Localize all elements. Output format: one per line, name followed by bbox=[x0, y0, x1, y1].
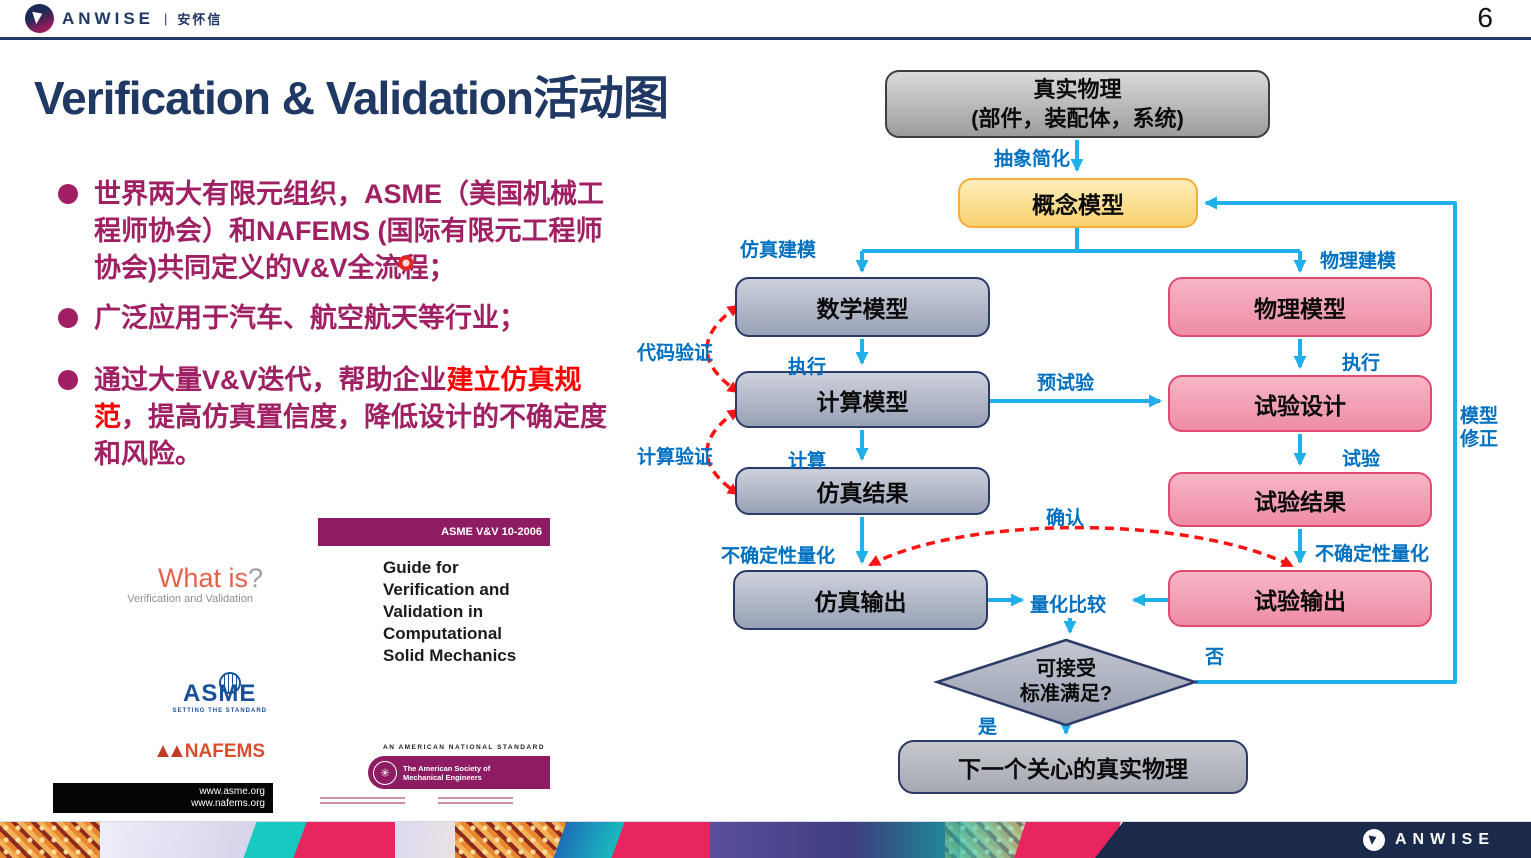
label-calculate: 计算 bbox=[788, 451, 827, 472]
book2-title-line: Solid Mechanics bbox=[383, 646, 517, 665]
decision-text: 可接受 标准满足? bbox=[1019, 658, 1113, 705]
asme-tagline: SETTING THE STANDARD bbox=[172, 708, 267, 714]
footer-brand-name: ANWISE bbox=[1395, 831, 1495, 848]
book2-code-banner: ASME V&V 10-2006 bbox=[318, 518, 550, 546]
header-divider bbox=[0, 37, 1531, 40]
label-execute-right: 执行 bbox=[1342, 353, 1381, 374]
book1-heading: What is? bbox=[157, 563, 263, 593]
footer-anwise-logo-icon bbox=[1363, 829, 1385, 851]
book2-title-line: Verification and bbox=[383, 580, 510, 599]
label-uq-left: 不确定性量化 bbox=[721, 546, 836, 567]
label-calc-verification: 计算验证 bbox=[637, 447, 714, 468]
label-no: 否 bbox=[1205, 647, 1225, 668]
asme-seal-icon: ✳ bbox=[373, 760, 397, 785]
node-real-physics: 真实物理 (部件，装配体，系统) bbox=[885, 70, 1270, 138]
book2-standard-label: AN AMERICAN NATIONAL STANDARD bbox=[383, 744, 546, 751]
node-concept-model: 概念模型 bbox=[958, 178, 1198, 228]
bullet-text: 通过大量V&V迭代，帮助企业 bbox=[94, 365, 447, 395]
book2-title-line: Guide for bbox=[383, 558, 459, 577]
label-sim-modeling: 仿真建模 bbox=[740, 240, 817, 261]
node-next-physics: 下一个关心的真实物理 bbox=[898, 740, 1248, 794]
footer-anwise-brand: ANWISE bbox=[1363, 822, 1495, 858]
node-test-output: 试验输出 bbox=[1168, 570, 1432, 627]
bullet-item-2: 广泛应用于汽车、航空航天等行业； bbox=[58, 300, 620, 337]
node-test-result: 试验结果 bbox=[1168, 472, 1432, 527]
bullet-item-3: 通过大量V&V迭代，帮助企业建立仿真规范，提高仿真置信度，降低设计的不确定度和风… bbox=[58, 362, 620, 473]
page-title: Verification & Validation活动图 bbox=[34, 72, 669, 124]
asme-wordmark: ASME bbox=[172, 672, 267, 708]
book2-society-text: The American Society of Mechanical Engin… bbox=[403, 763, 491, 782]
label-uq-right: 不确定性量化 bbox=[1315, 544, 1430, 565]
asme-url: www.asme.org bbox=[199, 786, 265, 797]
node-phys-model: 物理模型 bbox=[1168, 277, 1432, 337]
bullet-item-1: 世界两大有限元组织，ASME（美国机械工程师协会）和NAFEMS (国际有限元工… bbox=[58, 176, 620, 287]
flowchart-connectors bbox=[705, 140, 1457, 735]
page-number: 6 bbox=[1477, 2, 1493, 33]
node-math-model: 数学模型 bbox=[735, 277, 990, 337]
node-sim-result: 仿真结果 bbox=[735, 467, 990, 515]
label-test: 试验 bbox=[1342, 449, 1381, 470]
bullet-text-highlight: 建立仿真规范 bbox=[94, 365, 582, 432]
brand-separator: | bbox=[164, 11, 168, 26]
bullet-dot bbox=[58, 370, 78, 390]
footer-band: ANWISE bbox=[0, 821, 1531, 858]
bullet-dot bbox=[58, 308, 78, 328]
book1-subtitle: Verification and Validation bbox=[127, 593, 253, 605]
brand-name-chinese: 安怀信 bbox=[177, 12, 223, 27]
label-phys-modeling: 物理建模 bbox=[1320, 251, 1397, 272]
book2-fineprint bbox=[438, 797, 513, 807]
node-sim-output: 仿真输出 bbox=[733, 570, 988, 630]
decision-diamond bbox=[933, 638, 1199, 727]
anwise-brand: ANWISE | 安怀信 bbox=[25, 4, 222, 33]
book2-fineprint bbox=[320, 797, 405, 807]
asme-globe-icon bbox=[219, 672, 241, 694]
bullet-text: 广泛应用于汽车、航空航天等行业； bbox=[94, 303, 526, 333]
nafems-wordmark: NAFEMS bbox=[184, 740, 265, 762]
book-cover-asme-guide: ASME V&V 10-2006 Guide for Verification … bbox=[318, 515, 550, 813]
book-cover-what-is-vv: What is? Verification and Validation ASM… bbox=[53, 515, 281, 813]
bullet-text: ，提高仿真置信度，降低设计的不确定度和风险。 bbox=[94, 402, 607, 469]
book2-title: Guide for Verification and Validation in… bbox=[383, 557, 516, 667]
book1-url-bar: www.asme.org www.nafems.org bbox=[53, 783, 273, 813]
node-compute-model: 计算模型 bbox=[735, 371, 990, 428]
anwise-logo-icon bbox=[25, 4, 54, 33]
label-confirm: 确认 bbox=[1046, 508, 1085, 529]
label-code-verification: 代码验证 bbox=[637, 343, 714, 364]
footer-shape bbox=[1095, 822, 1531, 858]
label-quant-compare: 量化比较 bbox=[1030, 595, 1107, 616]
nafems-logo: ▲▲ NAFEMS bbox=[153, 740, 265, 763]
question-mark-glyph: ? bbox=[247, 563, 263, 593]
label-model-fix: 模型 修正 bbox=[1460, 406, 1499, 450]
label-yes: 是 bbox=[978, 717, 998, 738]
nafems-triangles-icon: ▲▲ bbox=[153, 740, 187, 762]
book2-title-line: Validation in bbox=[383, 602, 484, 621]
footer-pattern bbox=[455, 822, 570, 858]
vv-flowchart: 真实物理 (部件，装配体，系统) 概念模型 数学模型 计算模型 仿真结果 仿真输… bbox=[620, 60, 1531, 810]
book2-title-line: Computational bbox=[383, 624, 502, 643]
laser-pointer-dot bbox=[398, 255, 414, 271]
header-bar: ANWISE | 安怀信 6 bbox=[0, 0, 1531, 38]
node-test-design: 试验设计 bbox=[1168, 375, 1432, 432]
label-pretest: 预试验 bbox=[1037, 373, 1095, 394]
label-execute-left: 执行 bbox=[788, 357, 827, 378]
bullet-dot bbox=[58, 184, 78, 204]
brand-name: ANWISE bbox=[62, 8, 154, 28]
label-abstract-simplify: 抽象简化 bbox=[993, 149, 1070, 170]
footer-pattern bbox=[0, 822, 105, 858]
book2-society-band: ✳ The American Society of Mechanical Eng… bbox=[368, 756, 550, 789]
asme-logo: ASME SETTING THE STANDARD bbox=[172, 672, 267, 714]
nafems-url: www.nafems.org bbox=[191, 798, 265, 809]
bullet-text: 世界两大有限元组织，ASME（美国机械工程师协会）和NAFEMS (国际有限元工… bbox=[94, 179, 605, 283]
bullet-list: 世界两大有限元组织，ASME（美国机械工程师协会）和NAFEMS (国际有限元工… bbox=[58, 176, 620, 473]
